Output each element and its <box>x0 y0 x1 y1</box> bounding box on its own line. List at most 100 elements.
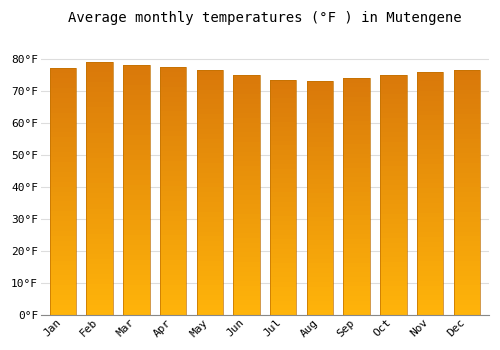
Bar <box>50 285 76 290</box>
Bar <box>270 249 296 254</box>
Bar <box>50 182 76 187</box>
Bar <box>86 300 113 304</box>
Bar <box>160 141 186 146</box>
Bar <box>454 193 480 197</box>
Bar <box>160 295 186 300</box>
Bar <box>454 109 480 114</box>
Bar <box>307 198 333 203</box>
Bar <box>50 300 76 305</box>
Bar <box>344 130 370 135</box>
Bar <box>307 86 333 91</box>
Bar <box>86 107 113 113</box>
Bar <box>50 226 76 231</box>
Bar <box>50 152 76 157</box>
Bar <box>234 195 260 200</box>
Bar <box>123 290 150 295</box>
Bar <box>86 229 113 234</box>
Bar <box>380 262 406 267</box>
Bar <box>454 124 480 129</box>
Bar <box>344 111 370 116</box>
Bar <box>123 275 150 280</box>
Bar <box>123 245 150 250</box>
Bar <box>270 291 296 296</box>
Bar <box>270 263 296 268</box>
Bar <box>160 220 186 225</box>
Bar <box>123 145 150 150</box>
Bar <box>86 163 113 168</box>
Bar <box>50 103 76 108</box>
Bar <box>86 254 113 259</box>
Bar <box>196 183 223 188</box>
Bar <box>234 127 260 132</box>
Bar <box>270 112 296 117</box>
Bar <box>417 111 444 116</box>
Bar <box>270 272 296 277</box>
Bar <box>123 90 150 95</box>
Bar <box>454 75 480 80</box>
Bar <box>50 137 76 142</box>
Bar <box>234 180 260 185</box>
Bar <box>417 164 444 169</box>
Bar <box>270 89 296 94</box>
Bar <box>160 191 186 196</box>
Bar <box>50 122 76 127</box>
Bar <box>344 177 370 182</box>
Bar <box>196 226 223 231</box>
Bar <box>380 252 406 257</box>
Bar <box>417 305 444 310</box>
Bar <box>417 261 444 266</box>
Bar <box>454 271 480 275</box>
Bar <box>86 112 113 118</box>
Bar <box>160 211 186 216</box>
Bar <box>234 108 260 113</box>
Bar <box>380 190 406 195</box>
Bar <box>270 150 296 155</box>
Bar <box>86 97 113 103</box>
Bar <box>86 304 113 310</box>
Bar <box>160 270 186 275</box>
Bar <box>196 246 223 251</box>
Bar <box>270 193 296 197</box>
Bar <box>344 310 370 315</box>
Bar <box>196 109 223 114</box>
Bar <box>86 62 113 315</box>
Bar <box>344 149 370 154</box>
Bar <box>196 266 223 271</box>
Bar <box>454 251 480 256</box>
Bar <box>380 79 406 84</box>
Bar <box>234 104 260 108</box>
Bar <box>123 120 150 125</box>
Bar <box>380 156 406 161</box>
Bar <box>417 130 444 135</box>
Bar <box>196 124 223 129</box>
Bar <box>417 193 444 198</box>
Bar <box>234 233 260 238</box>
Bar <box>270 103 296 108</box>
Bar <box>50 201 76 206</box>
Bar <box>417 198 444 203</box>
Bar <box>234 276 260 281</box>
Bar <box>380 132 406 137</box>
Bar <box>196 144 223 148</box>
Bar <box>344 173 370 177</box>
Bar <box>160 146 186 151</box>
Bar <box>234 79 260 84</box>
Bar <box>196 104 223 109</box>
Bar <box>380 108 406 113</box>
Bar <box>380 233 406 238</box>
Bar <box>380 127 406 132</box>
Bar <box>380 84 406 89</box>
Bar <box>380 209 406 214</box>
Bar <box>270 230 296 235</box>
Bar <box>344 196 370 201</box>
Bar <box>196 168 223 173</box>
Bar <box>234 281 260 286</box>
Bar <box>270 79 296 84</box>
Bar <box>234 209 260 214</box>
Bar <box>270 79 296 315</box>
Bar <box>123 220 150 225</box>
Bar <box>196 114 223 119</box>
Bar <box>380 300 406 305</box>
Bar <box>160 161 186 166</box>
Bar <box>454 85 480 90</box>
